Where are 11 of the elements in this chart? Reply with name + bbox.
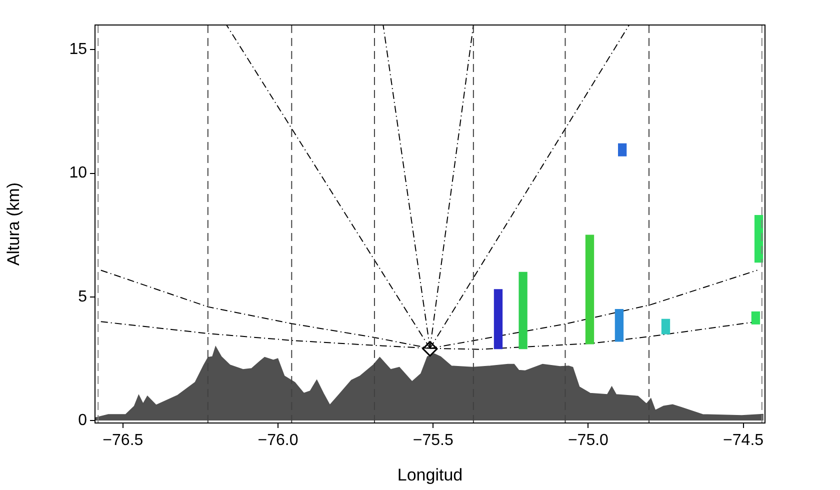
x-tick-label: −76.0: [258, 432, 298, 450]
y-axis-title: Altura (km): [4, 182, 23, 266]
x-tick-label: −74.5: [723, 432, 764, 450]
y-tick-label: 5: [78, 288, 88, 306]
x-tick-label: −75.0: [568, 432, 609, 450]
x-axis-title: Longitud: [397, 465, 463, 484]
y-tick-label: 10: [69, 164, 88, 182]
x-tick-label: −75.5: [412, 432, 454, 450]
y-tick-label: 15: [69, 41, 88, 58]
y-tick-label: 0: [78, 412, 88, 429]
x-tick-label: −76.5: [102, 432, 144, 450]
